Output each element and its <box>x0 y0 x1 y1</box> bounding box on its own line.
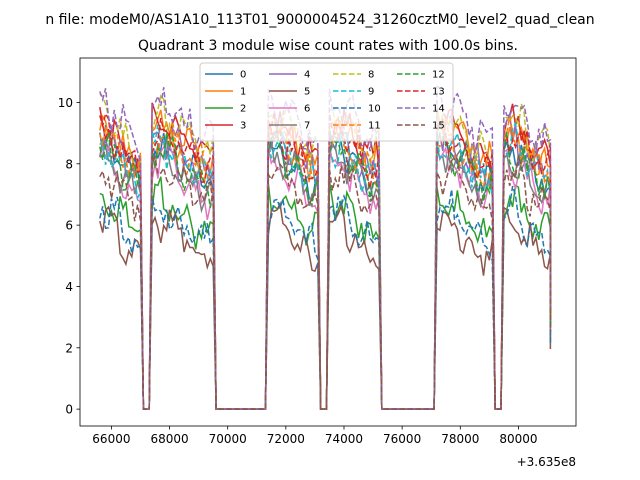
legend-label-12: 12 <box>432 70 445 81</box>
x-tick-label: 68000 <box>150 432 188 446</box>
y-tick-label: 0 <box>65 403 73 417</box>
x-tick-label: 72000 <box>267 432 305 446</box>
series-line-14 <box>99 85 552 410</box>
series-layer <box>99 85 552 410</box>
y-tick-label: 6 <box>65 219 73 233</box>
legend-label-9: 9 <box>368 87 374 98</box>
legend-label-0: 0 <box>240 70 246 81</box>
y-tick-label: 4 <box>65 280 73 294</box>
x-tick-label: 78000 <box>441 432 479 446</box>
legend-label-2: 2 <box>240 104 246 115</box>
legend-label-7: 7 <box>304 121 310 132</box>
legend-label-3: 3 <box>240 121 246 132</box>
legend-label-4: 4 <box>304 70 310 81</box>
series-line-15 <box>99 153 552 410</box>
x-tick-label: 70000 <box>209 432 247 446</box>
x-tick-label: 80000 <box>499 432 537 446</box>
series-line-8 <box>99 93 552 410</box>
y-tick-label: 8 <box>65 157 73 171</box>
x-tick-label: 66000 <box>92 432 130 446</box>
series-line-13 <box>99 111 552 410</box>
legend-label-10: 10 <box>368 104 381 115</box>
x-tick-label: 74000 <box>325 432 363 446</box>
y-tick-label: 10 <box>58 96 73 110</box>
legend-label-1: 1 <box>240 87 246 98</box>
x-axis-offset-label: +3.635e8 <box>517 455 576 469</box>
y-tick-label: 2 <box>65 341 73 355</box>
legend-label-15: 15 <box>432 121 445 132</box>
x-tick-label: 76000 <box>383 432 421 446</box>
legend-label-14: 14 <box>432 104 445 115</box>
plot-frame <box>79 57 577 427</box>
legend-label-8: 8 <box>368 70 374 81</box>
legend-box <box>199 62 454 142</box>
axis-ticks: 66000 68000 70000 72000 74000 76000 78000 80000… <box>58 96 538 446</box>
figure-suptitle: n file: modeM0/AS1A10_113T01_9000004524_… <box>45 12 594 28</box>
legend-label-6: 6 <box>304 104 310 115</box>
series-line-12 <box>99 129 552 410</box>
chart-title: Quadrant 3 module wise count rates with … <box>138 38 518 54</box>
legend-label-5: 5 <box>304 87 310 98</box>
legend-label-13: 13 <box>432 87 445 98</box>
legend-label-11: 11 <box>368 121 381 132</box>
